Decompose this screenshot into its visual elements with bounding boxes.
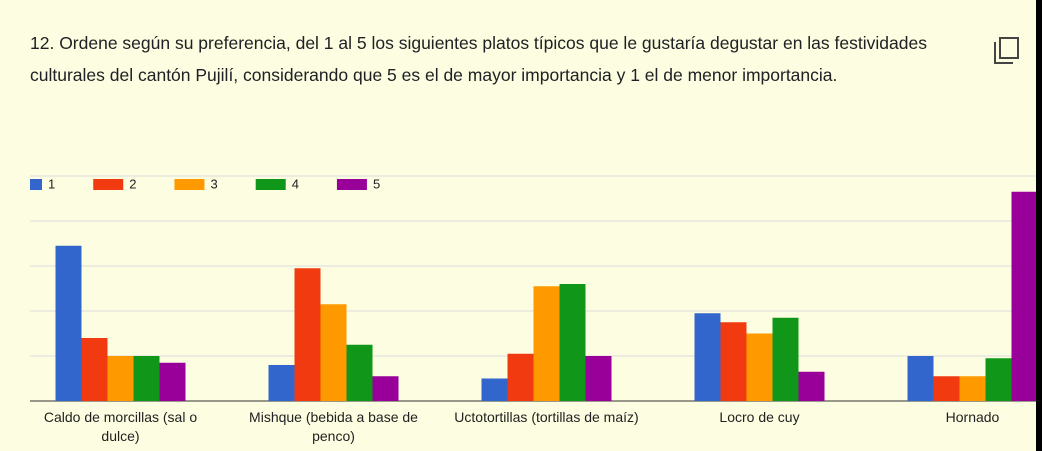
- bar: [372, 376, 399, 401]
- bar: [133, 356, 160, 401]
- bar: [720, 322, 747, 401]
- x-tick-label: Mishque (bebida a base de penco): [249, 409, 418, 444]
- bar: [798, 371, 825, 401]
- legend-label: 2: [129, 176, 136, 191]
- bar: [320, 304, 347, 401]
- bar: [268, 365, 295, 401]
- bar: [81, 338, 108, 401]
- x-tick-label: Locro de cuy: [719, 409, 800, 425]
- bar: [959, 376, 986, 401]
- bar: [585, 356, 612, 401]
- bar: [507, 353, 534, 401]
- legend-label: 5: [373, 176, 380, 191]
- bar: [481, 378, 508, 401]
- bar: [985, 358, 1012, 401]
- legend-label: 1: [48, 176, 55, 191]
- bar: [107, 356, 134, 401]
- x-tick-label: Hornado: [945, 409, 1000, 425]
- bar: [159, 362, 186, 401]
- bar: [559, 284, 586, 401]
- legend-swatch: [336, 179, 367, 190]
- copy-icon[interactable]: [994, 37, 1019, 64]
- x-tick-label: Uctotortillas (tortillas de maíz): [454, 409, 639, 425]
- legend-swatch: [30, 179, 42, 190]
- legend-swatch: [93, 179, 124, 190]
- legend-swatch: [255, 179, 286, 190]
- bar: [294, 268, 321, 401]
- bar: [907, 356, 934, 401]
- question-title: 12. Ordene según su preferencia, del 1 a…: [30, 33, 927, 85]
- bar: [1011, 191, 1036, 401]
- bar: [694, 313, 721, 401]
- x-tick-label: Caldo de morcillas (sal o dulce): [43, 409, 198, 444]
- legend-swatch: [174, 179, 205, 190]
- bar: [933, 376, 960, 401]
- legend-label: 3: [210, 176, 217, 191]
- bar: [772, 317, 799, 401]
- bar: [55, 245, 82, 401]
- bar: [533, 286, 560, 401]
- legend-label: 4: [292, 176, 299, 191]
- bar: [746, 333, 773, 401]
- bar: [346, 344, 373, 401]
